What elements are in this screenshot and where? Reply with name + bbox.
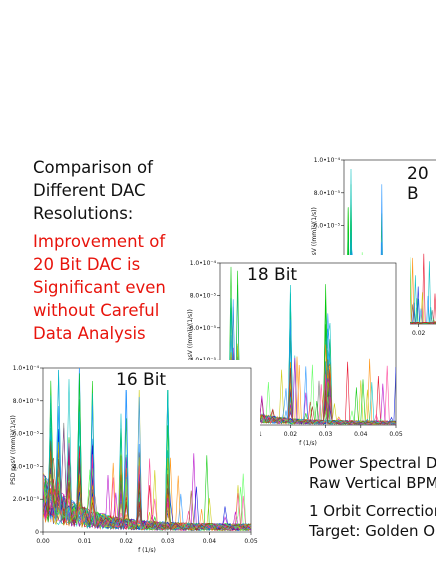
y-tick-label: 6.0•10⁻⁵ [190, 325, 217, 332]
caption-line: Raw Vertical BPM [309, 474, 436, 492]
y-axis-label: PSD posV ((mm)²/(1/s)) [10, 415, 17, 485]
x-tick-label: 0.00 [36, 538, 50, 545]
caption-line: Power Spectral D [309, 454, 436, 472]
x-tick-label: 0.03 [319, 431, 333, 438]
y-axis-label: PSD posV ((mm)²/(1/s)) [187, 309, 194, 379]
x-tick-label: 0.04 [354, 431, 368, 438]
x-tick-label: 0.05 [244, 538, 258, 545]
intro-line: Comparison of [33, 158, 153, 177]
plot-title: 20 B [404, 164, 436, 204]
intro-text: Comparison of Different DAC Resolutions: [33, 156, 183, 225]
plot-16-bit: 0.00 0.01 0.02 0.03 0.04 0.05 0 2.0•10⁻⁵ 4.0•10⁻… [5, 360, 260, 560]
y-tick-label: 1.0•10⁻⁴ [13, 365, 40, 372]
plot-title: 16 Bit [113, 370, 170, 390]
highlight-line: Data Analysis [33, 324, 146, 343]
chart-svg: 0.00 0.01 0.02 0.03 0.04 0.05 0 2.0•10⁻⁵ 4.0•10⁻… [10, 365, 258, 554]
y-tick-label: 8.0•10⁻⁵ [190, 292, 217, 299]
y-tick-label: 0 [35, 529, 39, 536]
y-tick-label: 6.0•10⁻⁵ [13, 431, 40, 438]
x-tick-label: 0.02 [120, 538, 134, 545]
series-line [43, 460, 251, 531]
y-tick-label: 4.0•10⁻⁵ [13, 463, 40, 470]
x-tick-label: 0.01 [78, 538, 92, 545]
y-axis-label: PSD posV ((mm)²/(1/s)) [311, 207, 318, 277]
y-tick-label: 6.0•10⁻⁵ [314, 223, 341, 230]
plot-18-bit: 0.000.010.020.030.040.0502.0•10⁻⁵4.0•10⁻… [180, 255, 410, 447]
intro-line: Different DAC [33, 181, 146, 200]
y-tick-label: 2.0•10⁻⁵ [13, 496, 40, 503]
intro-line: Resolutions: [33, 204, 134, 223]
x-tick-label: 0.02 [284, 431, 298, 438]
plot-title: 18 Bit [244, 265, 301, 285]
highlight-line: Improvement of [33, 232, 166, 251]
x-tick-label: 0.03 [161, 538, 175, 545]
plot-frame [219, 262, 397, 426]
highlight-line: 20 Bit DAC is [33, 255, 141, 274]
x-tick-label: 0.05 [389, 431, 403, 438]
series-line [43, 441, 251, 532]
plot-frame [42, 367, 252, 533]
x-axis-label: f (1/s) [138, 547, 156, 554]
y-tick-label: 8.0•10⁻⁵ [13, 398, 40, 405]
x-axis-label: f (1/s) [299, 440, 317, 447]
x-tick-label: 0.04 [203, 538, 217, 545]
highlight-text: Improvement of 20 Bit DAC is Significant… [33, 230, 193, 345]
y-tick-label: 1.0•10⁻⁴ [314, 157, 341, 164]
y-tick-label: 8.0•10⁻⁵ [314, 190, 341, 197]
y-tick-label: 1.0•10⁻⁴ [190, 260, 217, 267]
highlight-line: without Careful [33, 301, 160, 320]
highlight-line: Significant even [33, 278, 166, 297]
caption-line: Target: Golden O [309, 522, 436, 540]
caption-line: 1 Orbit Correction [309, 502, 436, 520]
x-tick-label: 0.02 [412, 330, 426, 337]
